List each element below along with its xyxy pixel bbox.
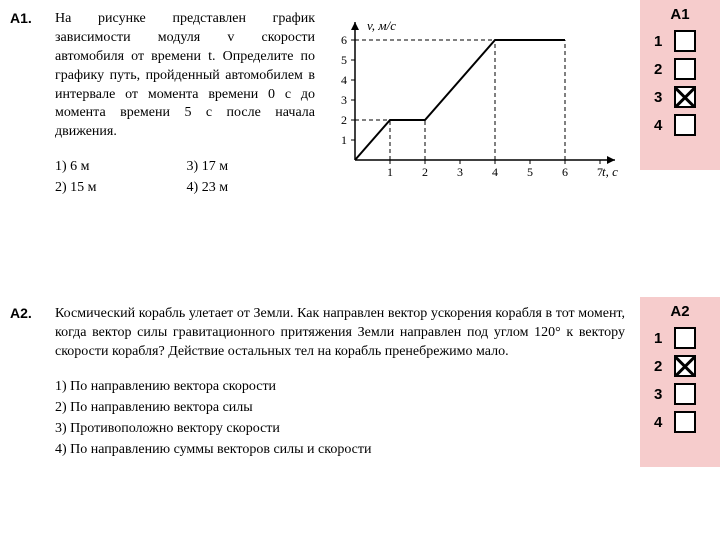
answer-checkbox[interactable] xyxy=(674,327,696,349)
answer-box-a1-title: А1 xyxy=(640,0,720,27)
answer-row-number: 4 xyxy=(654,117,666,134)
svg-text:6: 6 xyxy=(562,165,568,179)
answer-checkbox[interactable] xyxy=(674,355,696,377)
question-a2: А2. Космический корабль улетает от Земли… xyxy=(10,305,630,460)
q2-answer-4: 4) По направлению суммы векторов силы и … xyxy=(55,439,630,460)
answer-row-number: 4 xyxy=(654,414,666,431)
svg-text:4: 4 xyxy=(492,165,498,179)
answer-row: 2 xyxy=(640,352,720,380)
q1-answer-2: 2) 15 м xyxy=(55,177,97,198)
q2-answer-1: 1) По направлению вектора скорости xyxy=(55,376,630,397)
answer-row: 3 xyxy=(640,83,720,111)
svg-text:6: 6 xyxy=(341,33,347,47)
svg-text:t, с: t, с xyxy=(602,164,618,179)
svg-text:3: 3 xyxy=(341,93,347,107)
answer-checkbox[interactable] xyxy=(674,86,696,108)
q2-answer-2: 2) По направлению вектора силы xyxy=(55,397,630,418)
answer-checkbox[interactable] xyxy=(674,30,696,52)
question-a2-text: Космический корабль улетает от Земли. Ка… xyxy=(55,305,625,362)
answer-row-number: 1 xyxy=(654,33,666,50)
answer-row-number: 1 xyxy=(654,330,666,347)
question-a1-text: На рисунке представлен график зависимост… xyxy=(55,10,315,142)
velocity-chart: 1234567123456v, м/сt, с xyxy=(315,10,625,195)
q2-answer-3: 3) Противоположно вектору скорости xyxy=(55,418,630,439)
answer-row: 1 xyxy=(640,27,720,55)
answer-checkbox[interactable] xyxy=(674,114,696,136)
q1-answer-1: 1) 6 м xyxy=(55,156,97,177)
answer-row: 3 xyxy=(640,380,720,408)
svg-text:5: 5 xyxy=(527,165,533,179)
svg-text:5: 5 xyxy=(341,53,347,67)
svg-text:2: 2 xyxy=(422,165,428,179)
svg-text:3: 3 xyxy=(457,165,463,179)
answer-row: 1 xyxy=(640,324,720,352)
answer-box-a2: А2 1 2 3 4 xyxy=(640,297,720,467)
question-a1-label: А1. xyxy=(10,10,32,26)
answer-row-number: 2 xyxy=(654,358,666,375)
question-a2-answers: 1) По направлению вектора скорости 2) По… xyxy=(55,376,630,460)
answer-checkbox[interactable] xyxy=(674,58,696,80)
q1-answer-4: 4) 23 м xyxy=(187,177,229,198)
svg-text:1: 1 xyxy=(341,133,347,147)
question-a2-label: А2. xyxy=(10,305,32,321)
svg-text:1: 1 xyxy=(387,165,393,179)
answer-box-a1: А1 1 2 3 4 xyxy=(640,0,720,170)
answer-row: 2 xyxy=(640,55,720,83)
answer-checkbox[interactable] xyxy=(674,383,696,405)
answer-checkbox[interactable] xyxy=(674,411,696,433)
answer-row-number: 3 xyxy=(654,89,666,106)
svg-text:4: 4 xyxy=(341,73,347,87)
svg-text:v, м/с: v, м/с xyxy=(367,18,396,33)
q1-answer-3: 3) 17 м xyxy=(187,156,229,177)
answer-row: 4 xyxy=(640,111,720,139)
answer-row-number: 2 xyxy=(654,61,666,78)
svg-text:2: 2 xyxy=(341,113,347,127)
answer-row: 4 xyxy=(640,408,720,436)
answer-box-a2-title: А2 xyxy=(640,297,720,324)
answer-row-number: 3 xyxy=(654,386,666,403)
